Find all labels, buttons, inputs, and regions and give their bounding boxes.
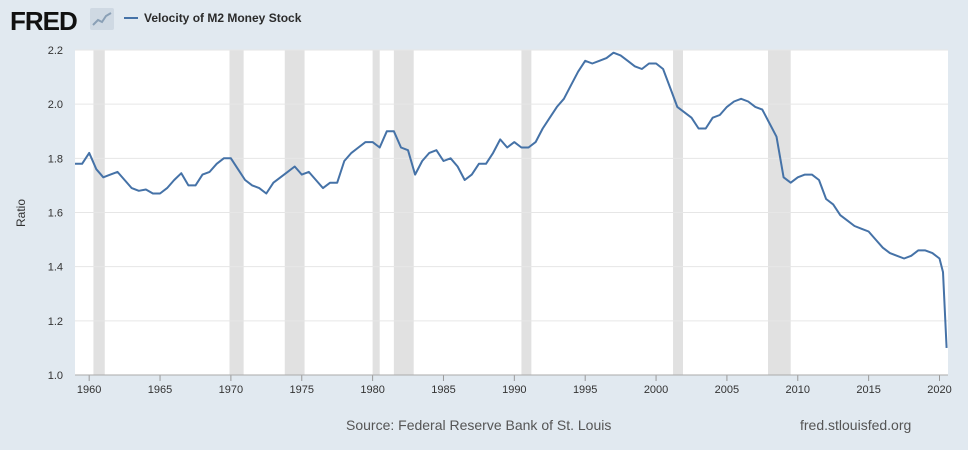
series-layer: [75, 51, 948, 348]
x-tick-label: 1980: [360, 384, 384, 396]
x-tick-label: 2010: [786, 384, 810, 396]
source-note: Source: Federal Reserve Bank of St. Loui…: [346, 417, 612, 433]
y-tick-label: 1.8: [48, 153, 63, 165]
x-tick-label: 1970: [219, 384, 243, 396]
x-tick-label: 1985: [431, 384, 455, 396]
y-tick-label: 1.4: [48, 262, 63, 274]
y-tick-label: 1.2: [48, 316, 63, 328]
legend-swatch: [124, 17, 138, 19]
x-tick-label: 2000: [644, 384, 668, 396]
y-tick-label: 1.0: [48, 370, 63, 382]
gridlines: [75, 49, 948, 322]
y-tick-label: 2.2: [48, 45, 63, 57]
x-tick-label: 1960: [77, 384, 101, 396]
source-url[interactable]: fred.stlouisfed.org: [800, 417, 912, 433]
x-tick-label: 2015: [856, 384, 880, 396]
x-axis-ticks: 1960 1965 1970 1975 1980 1985 1990 1995 2000 2005…: [77, 375, 952, 396]
y-axis-ticks: 1.0 1.2 1.4 1.6 1.8 2.0 2.2: [48, 45, 63, 382]
chart-legend[interactable]: Velocity of M2 Money Stock: [124, 11, 301, 25]
x-tick-label: 1975: [290, 384, 314, 396]
chart-header: FRED Velocity of M2 Money Stock: [0, 0, 968, 40]
x-tick-label: 2020: [927, 384, 951, 396]
x-tick-label: 1995: [573, 384, 597, 396]
logo-graph-icon: [90, 8, 114, 30]
y-axis-label: Ratio: [14, 199, 28, 227]
legend-series-label: Velocity of M2 Money Stock: [144, 11, 302, 25]
x-tick-label: 1990: [502, 384, 526, 396]
series-line[interactable]: [75, 51, 948, 348]
y-tick-label: 1.6: [48, 208, 63, 220]
y-tick-label: 2.0: [48, 99, 63, 111]
x-tick-label: 1965: [148, 384, 172, 396]
fred-logo[interactable]: FRED: [10, 6, 78, 36]
x-tick-label: 2005: [715, 384, 739, 396]
